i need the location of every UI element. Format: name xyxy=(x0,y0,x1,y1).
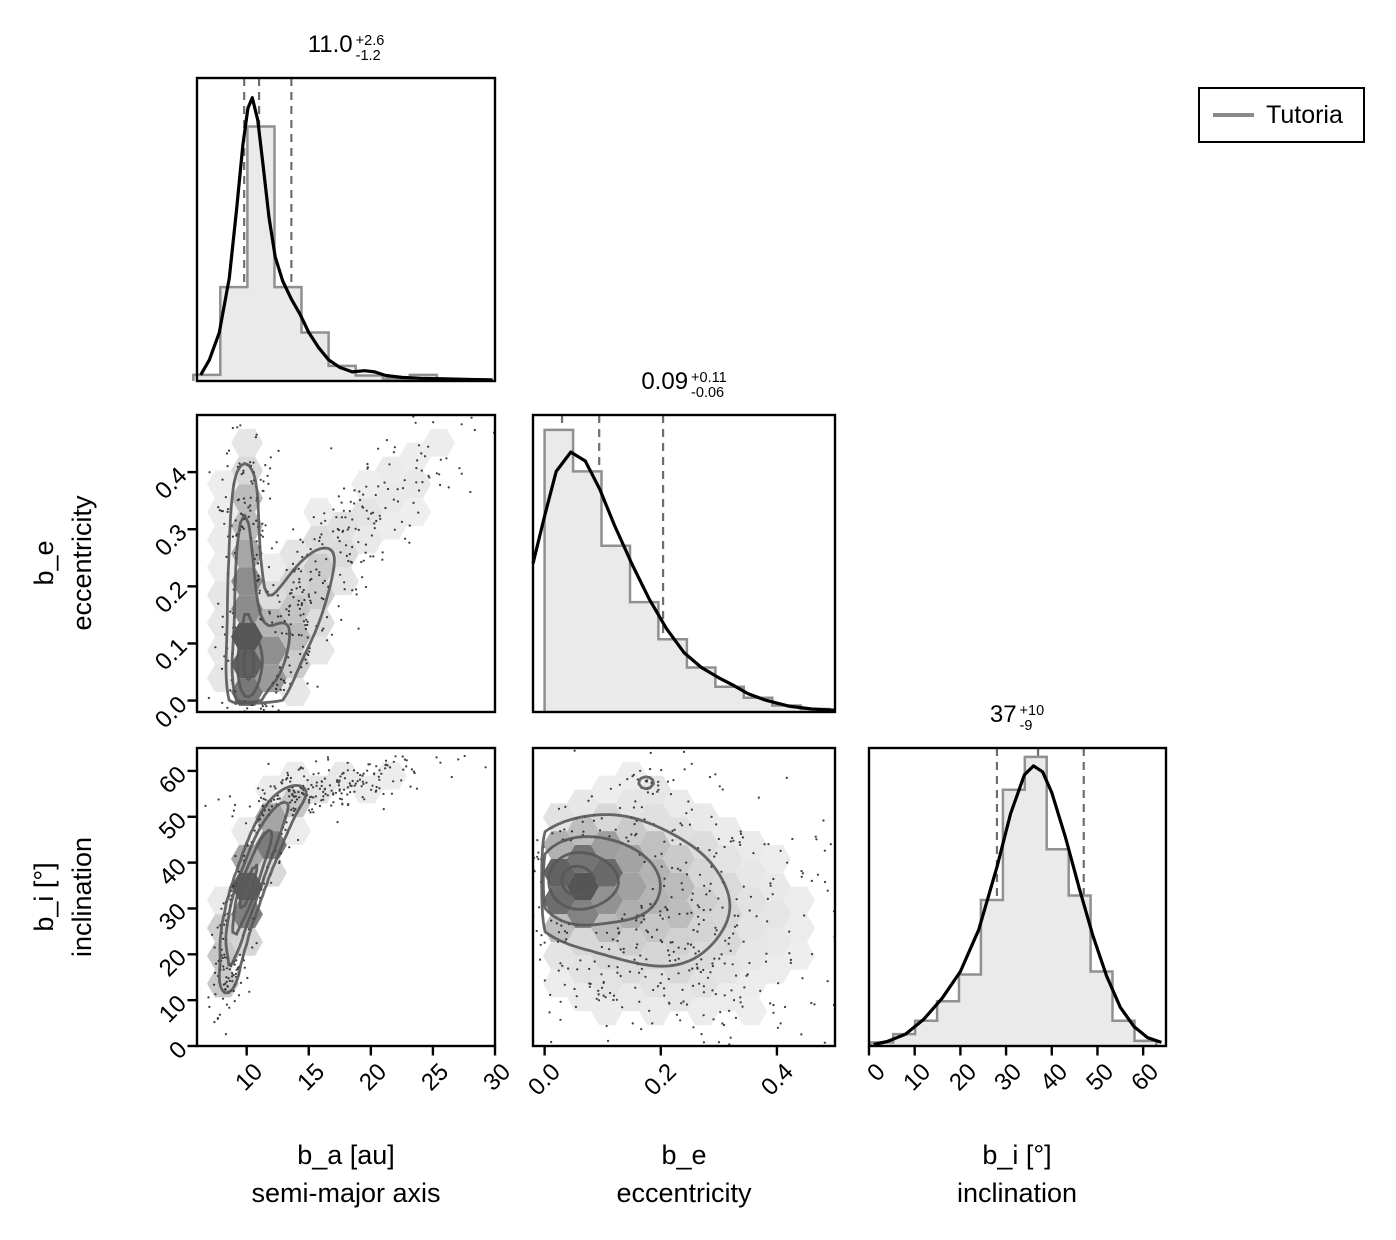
x-axis-label-line2: eccentricity xyxy=(616,1178,752,1208)
x-axis-label-line2: semi-major axis xyxy=(251,1178,441,1208)
title-plus: +0.11 xyxy=(691,370,727,386)
title-errors: +0.11 -0.06 xyxy=(691,371,727,401)
y-axis-label-line1: b_e xyxy=(29,540,59,586)
x-axis-label-b-a: b_a [au] semi-major axis xyxy=(186,1136,506,1212)
y-axis-label-b-e: b_e eccentricity xyxy=(25,495,101,630)
y-axis-label-line1: b_i [°] xyxy=(29,862,59,932)
title-median: 37 xyxy=(989,701,1017,728)
legend-label: Tutoria xyxy=(1266,100,1343,129)
y-axis-label-line2: inclination xyxy=(67,836,97,958)
panel-title-b-e: 0.09 +0.11 -0.06 xyxy=(534,368,834,401)
title-minus: -0.06 xyxy=(691,385,725,401)
x-axis-label-b-i: b_i [°] inclination xyxy=(857,1136,1177,1212)
title-minus: -1.2 xyxy=(355,48,381,64)
title-errors: +10 -9 xyxy=(1020,704,1045,734)
title-plus: +2.6 xyxy=(355,33,385,49)
panel-title-b-i: 37 +10 -9 xyxy=(867,701,1167,734)
x-axis-label-line1: b_e xyxy=(661,1140,707,1170)
y-axis-label-line2: eccentricity xyxy=(67,495,97,631)
title-plus: +10 xyxy=(1019,703,1045,719)
legend: Tutoria xyxy=(1198,87,1365,143)
title-minus: -9 xyxy=(1019,718,1033,734)
x-axis-label-line1: b_a [au] xyxy=(297,1140,395,1170)
y-axis-label-b-i: b_i [°] inclination xyxy=(25,837,101,957)
x-axis-label-line2: inclination xyxy=(956,1178,1078,1208)
title-median: 0.09 xyxy=(641,368,689,395)
title-errors: +2.6 -1.2 xyxy=(356,34,385,64)
x-axis-label-line1: b_i [°] xyxy=(982,1140,1052,1170)
x-axis-label-b-e: b_e eccentricity xyxy=(524,1136,844,1212)
legend-line-sample xyxy=(1213,113,1254,117)
panel-title-b-a: 11.0 +2.6 -1.2 xyxy=(196,31,496,64)
title-median: 11.0 xyxy=(307,31,353,58)
